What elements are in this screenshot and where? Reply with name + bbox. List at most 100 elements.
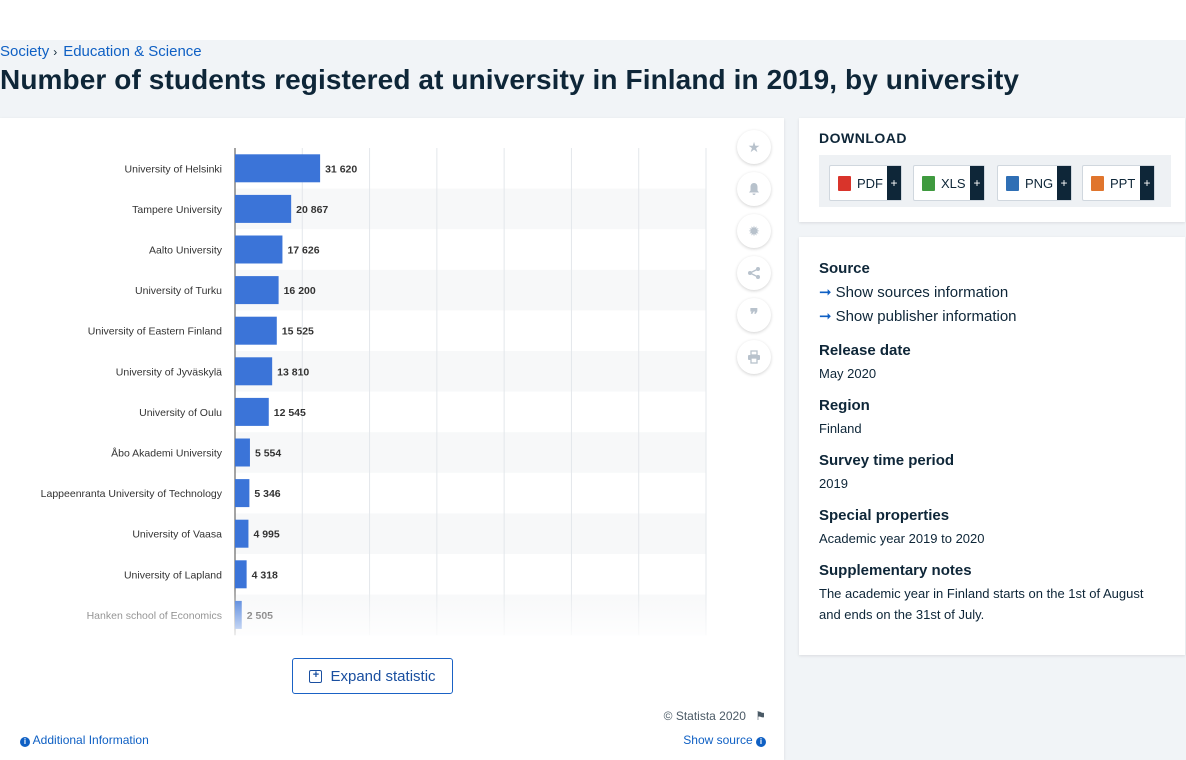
data-label: 16 200 bbox=[284, 285, 316, 297]
download-strip: PDF + XLS + PNG + PPT + bbox=[819, 155, 1171, 207]
download-pdf-label: PDF bbox=[857, 175, 883, 191]
category-label: University of Lapland bbox=[124, 569, 222, 581]
row-band bbox=[235, 513, 706, 554]
bar[interactable] bbox=[235, 357, 273, 386]
bar[interactable] bbox=[235, 519, 249, 548]
share-icon[interactable] bbox=[737, 256, 771, 290]
bar[interactable] bbox=[235, 154, 321, 183]
bell-icon[interactable] bbox=[737, 172, 771, 206]
data-label: 5 554 bbox=[255, 448, 281, 460]
bar[interactable] bbox=[235, 600, 242, 629]
breadcrumb-education[interactable]: Education & Science bbox=[63, 43, 202, 60]
special-properties-heading: Special properties bbox=[819, 507, 950, 524]
source-section: Source ➞ Show sources information ➞ Show p… bbox=[819, 260, 1017, 329]
print-icon[interactable] bbox=[737, 340, 771, 374]
bar[interactable] bbox=[235, 438, 250, 467]
download-ppt-label: PPT bbox=[1110, 175, 1136, 191]
chart-card: University of Helsinki 31 620 Tampere Univ… bbox=[0, 118, 784, 760]
download-title: DOWNLOAD bbox=[819, 130, 907, 146]
data-label: 15 525 bbox=[282, 326, 314, 338]
data-label: 5 346 bbox=[254, 488, 280, 500]
download-card: DOWNLOAD PDF + XLS + PNG + PPT + bbox=[799, 118, 1185, 222]
flag-icon[interactable]: ⚑ bbox=[755, 709, 766, 723]
plus-icon: + bbox=[887, 166, 901, 200]
region-heading: Region bbox=[819, 397, 870, 414]
category-label: Lappeenranta University of Technology bbox=[41, 488, 223, 500]
show-source-label: Show source bbox=[683, 733, 753, 747]
top-bar bbox=[0, 0, 1186, 40]
data-label: 20 867 bbox=[296, 204, 328, 216]
release-date-heading: Release date bbox=[819, 342, 911, 359]
plus-icon: + bbox=[970, 166, 984, 200]
download-ppt-button[interactable]: PPT + bbox=[1082, 165, 1155, 201]
bar[interactable] bbox=[235, 276, 279, 305]
bar[interactable] bbox=[235, 316, 277, 345]
data-label: 13 810 bbox=[277, 366, 309, 378]
data-label: 2 505 bbox=[247, 610, 273, 622]
expand-label: Expand statistic bbox=[330, 667, 436, 685]
row-band bbox=[235, 188, 706, 230]
statistic-details: Source ➞ Show sources information ➞ Show p… bbox=[799, 237, 1185, 655]
bar-chart: University of Helsinki 31 620 Tampere Univ… bbox=[41, 148, 707, 636]
gear-icon[interactable]: ✹ bbox=[737, 214, 771, 248]
category-label: Tampere University bbox=[132, 204, 223, 216]
download-pdf-button[interactable]: PDF + bbox=[829, 165, 902, 201]
plus-icon: + bbox=[1057, 166, 1071, 200]
category-label: University of Helsinki bbox=[125, 163, 222, 175]
download-xls-label: XLS bbox=[941, 175, 966, 191]
copyright: © Statista 2020 ⚑ bbox=[664, 709, 766, 723]
show-source-link[interactable]: Show source i bbox=[683, 733, 766, 747]
bar[interactable] bbox=[235, 397, 269, 426]
bar[interactable] bbox=[235, 235, 283, 264]
star-icon[interactable]: ★ bbox=[737, 130, 771, 164]
supplementary-notes-value: The academic year in Finland starts on t… bbox=[819, 586, 1144, 622]
data-label: 4 995 bbox=[253, 529, 279, 541]
release-date-section: Release date May 2020 bbox=[819, 342, 911, 384]
bar[interactable] bbox=[235, 479, 250, 508]
arrow-right-icon: ➞ bbox=[819, 308, 832, 325]
additional-information-link[interactable]: i Additional Information bbox=[20, 733, 149, 747]
category-label: University of Turku bbox=[135, 285, 222, 297]
category-label: Aalto University bbox=[149, 245, 223, 257]
expand-icon: + bbox=[309, 669, 323, 683]
download-xls-button[interactable]: XLS + bbox=[913, 165, 985, 201]
data-label: 31 620 bbox=[325, 163, 357, 175]
category-label: University of Jyväskylä bbox=[116, 366, 222, 378]
supplementary-notes-section: Supplementary notes The academic year in… bbox=[819, 562, 1149, 625]
release-date-value: May 2020 bbox=[819, 366, 877, 381]
quote-icon[interactable]: ❞ bbox=[737, 298, 771, 332]
bar[interactable] bbox=[235, 560, 247, 589]
info-icon: i bbox=[20, 737, 30, 747]
page-title: Number of students registered at univers… bbox=[0, 64, 1020, 95]
bar[interactable] bbox=[235, 194, 292, 223]
show-publisher-label: Show publisher information bbox=[835, 308, 1017, 325]
region-section: Region Finland bbox=[819, 397, 870, 439]
show-sources-link[interactable]: ➞ Show sources information bbox=[819, 281, 1017, 305]
breadcrumb: Society › Education & Science bbox=[0, 43, 202, 60]
show-sources-label: Show sources information bbox=[835, 284, 1009, 301]
arrow-right-icon: ➞ bbox=[819, 284, 832, 301]
data-label: 4 318 bbox=[252, 569, 278, 581]
category-label: Hanken school of Economics bbox=[87, 610, 222, 622]
download-png-button[interactable]: PNG + bbox=[997, 165, 1072, 201]
special-properties-section: Special properties Academic year 2019 to… bbox=[819, 507, 985, 549]
survey-period-section: Survey time period 2019 bbox=[819, 452, 954, 494]
survey-period-value: 2019 bbox=[819, 476, 848, 491]
data-label: 17 626 bbox=[287, 245, 319, 257]
source-heading: Source bbox=[819, 260, 870, 277]
category-label: Åbo Akademi University bbox=[111, 447, 223, 460]
category-label: University of Oulu bbox=[139, 407, 222, 419]
region-value: Finland bbox=[819, 421, 862, 436]
row-band bbox=[235, 351, 706, 392]
breadcrumb-society[interactable]: Society bbox=[0, 43, 50, 60]
additional-information-label: Additional Information bbox=[32, 733, 149, 747]
ppt-file-icon bbox=[1091, 175, 1104, 191]
show-publisher-link[interactable]: ➞ Show publisher information bbox=[819, 305, 1017, 329]
row-band bbox=[235, 432, 706, 473]
data-label: 12 545 bbox=[274, 407, 306, 419]
row-band bbox=[235, 594, 706, 636]
row-band bbox=[235, 269, 706, 311]
expand-statistic-button[interactable]: + Expand statistic bbox=[292, 658, 453, 694]
breadcrumb-separator: › bbox=[53, 45, 58, 59]
xls-file-icon bbox=[922, 175, 935, 191]
